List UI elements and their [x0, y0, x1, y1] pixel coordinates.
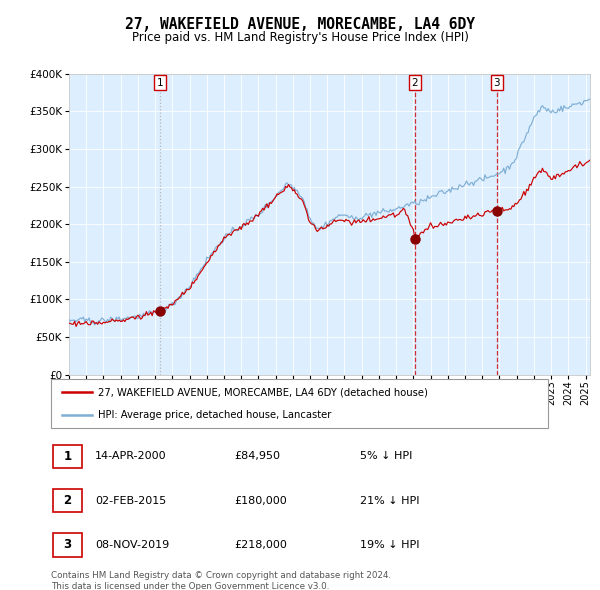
Text: 21% ↓ HPI: 21% ↓ HPI: [360, 496, 419, 506]
Text: 2: 2: [64, 494, 71, 507]
Text: 3: 3: [494, 77, 500, 87]
Text: 27, WAKEFIELD AVENUE, MORECAMBE, LA4 6DY (detached house): 27, WAKEFIELD AVENUE, MORECAMBE, LA4 6DY…: [98, 388, 428, 398]
Text: £218,000: £218,000: [234, 540, 287, 550]
Text: Contains HM Land Registry data © Crown copyright and database right 2024.
This d: Contains HM Land Registry data © Crown c…: [51, 571, 391, 590]
Text: 1: 1: [64, 450, 71, 463]
Text: 3: 3: [64, 538, 71, 552]
FancyBboxPatch shape: [51, 379, 548, 428]
Text: 27, WAKEFIELD AVENUE, MORECAMBE, LA4 6DY: 27, WAKEFIELD AVENUE, MORECAMBE, LA4 6DY: [125, 17, 475, 31]
FancyBboxPatch shape: [53, 489, 82, 512]
Text: 2: 2: [412, 77, 418, 87]
Text: 02-FEB-2015: 02-FEB-2015: [95, 496, 166, 506]
Text: 19% ↓ HPI: 19% ↓ HPI: [360, 540, 419, 550]
FancyBboxPatch shape: [53, 445, 82, 468]
Text: 08-NOV-2019: 08-NOV-2019: [95, 540, 169, 550]
Text: Price paid vs. HM Land Registry's House Price Index (HPI): Price paid vs. HM Land Registry's House …: [131, 31, 469, 44]
Text: HPI: Average price, detached house, Lancaster: HPI: Average price, detached house, Lanc…: [98, 409, 332, 419]
FancyBboxPatch shape: [53, 533, 82, 556]
Text: 14-APR-2000: 14-APR-2000: [95, 451, 166, 461]
Text: £84,950: £84,950: [234, 451, 280, 461]
Text: £180,000: £180,000: [234, 496, 287, 506]
Text: 1: 1: [157, 77, 163, 87]
Text: 5% ↓ HPI: 5% ↓ HPI: [360, 451, 412, 461]
